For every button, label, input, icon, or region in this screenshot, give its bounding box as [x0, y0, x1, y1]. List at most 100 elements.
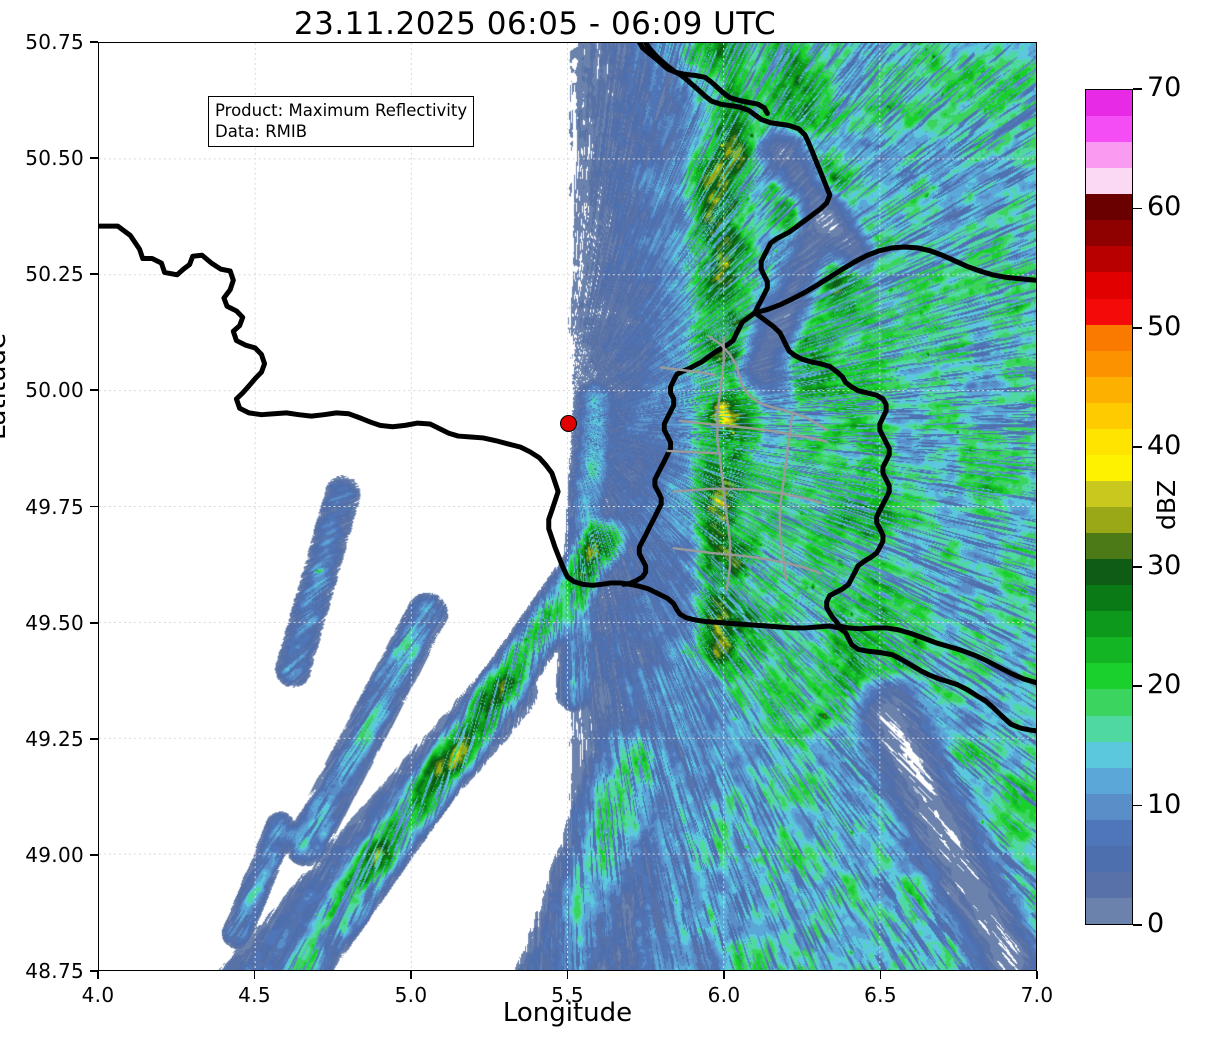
colorbar-tick — [1133, 565, 1142, 568]
colorbar-tick — [1133, 88, 1142, 90]
colorbar-band — [1086, 480, 1132, 507]
border-path — [666, 449, 722, 455]
colorbar-band — [1086, 507, 1132, 534]
colorbar[interactable] — [1085, 89, 1133, 925]
border-path — [778, 411, 794, 581]
x-axis-tick-label: 4.5 — [238, 983, 271, 1007]
colorbar-band — [1086, 637, 1132, 664]
y-axis-tick-label: 50.00 — [25, 378, 84, 403]
border-path — [637, 43, 770, 116]
y-axis-tick-label: 48.75 — [25, 959, 84, 983]
x-axis-tick-label: 5.0 — [394, 983, 428, 1007]
x-axis-tick-label: 5.5 — [551, 983, 584, 1007]
x-axis-tick — [723, 971, 725, 979]
border-path — [716, 336, 732, 592]
colorbar-band — [1086, 741, 1132, 768]
x-axis-tick-label: 6.0 — [707, 983, 741, 1007]
colorbar-tick-label: 50 — [1147, 310, 1182, 342]
colorbar-band — [1086, 116, 1132, 143]
y-axis-tick-label: 50.75 — [25, 30, 84, 54]
y-axis-tick — [90, 505, 98, 508]
colorbar-tick — [1133, 924, 1142, 926]
y-axis-tick — [90, 157, 98, 160]
border-path — [660, 366, 716, 377]
y-axis-tick-label: 49.00 — [25, 842, 84, 867]
colorbar-band — [1086, 350, 1132, 377]
colorbar-band — [1086, 533, 1132, 560]
border-path — [99, 223, 1036, 734]
colorbar-band — [1086, 897, 1132, 924]
y-axis-tick-label: 50.25 — [25, 262, 84, 287]
colorbar-band — [1086, 559, 1132, 586]
colorbar-band — [1086, 376, 1132, 403]
colorbar-band — [1086, 298, 1132, 325]
border-path — [672, 487, 822, 505]
x-axis-tick — [410, 971, 412, 979]
colorbar-band — [1086, 142, 1132, 169]
border-path — [643, 43, 833, 316]
y-axis-tick — [90, 389, 98, 392]
colorbar-band — [1086, 246, 1132, 273]
colorbar-tick-label: 60 — [1147, 191, 1182, 223]
colorbar-band — [1086, 793, 1132, 820]
colorbar-band — [1086, 845, 1132, 872]
x-axis-tick-label: 7.0 — [1020, 983, 1054, 1007]
border-path — [752, 310, 892, 629]
colorbar-tick-label: 40 — [1147, 430, 1182, 462]
map-plot-area[interactable]: Product: Maximum Reflectivity Data: RMIB — [98, 42, 1037, 971]
y-axis-tick — [90, 41, 98, 43]
colorbar-band — [1086, 168, 1132, 195]
x-axis-tick — [97, 971, 99, 979]
colorbar-band — [1086, 585, 1132, 612]
colorbar-band — [1086, 90, 1132, 117]
y-axis-tick — [90, 737, 98, 740]
x-axis-tick — [566, 971, 569, 979]
x-axis-tick — [879, 971, 882, 979]
radar-site-marker[interactable] — [560, 415, 577, 433]
x-axis-label: Longitude — [502, 998, 633, 1028]
country-borders-layer — [99, 43, 1036, 734]
colorbar-gradient — [1085, 89, 1133, 925]
colorbar-band — [1086, 819, 1132, 846]
y-axis-tick — [90, 273, 98, 276]
border-path — [621, 310, 758, 587]
y-axis-tick — [90, 621, 98, 624]
border-path — [706, 334, 828, 432]
x-axis-tick — [253, 971, 256, 979]
figure-title: 23.11.2025 06:05 - 06:09 UTC — [293, 6, 777, 42]
product-info-box: Product: Maximum Reflectivity Data: RMIB — [208, 96, 475, 148]
colorbar-label: dBZ — [1152, 479, 1181, 530]
colorbar-band — [1086, 272, 1132, 299]
y-axis-tick-label: 49.25 — [25, 726, 84, 751]
colorbar-tick-label: 10 — [1147, 788, 1182, 820]
x-axis-tick — [1036, 971, 1038, 979]
colorbar-band — [1086, 663, 1132, 690]
colorbar-tick — [1133, 446, 1142, 449]
colorbar-band — [1086, 871, 1132, 898]
colorbar-band — [1086, 689, 1132, 716]
y-axis-tick-label: 49.75 — [25, 494, 84, 519]
x-axis-tick-label: 4.0 — [81, 983, 115, 1007]
colorbar-band — [1086, 767, 1132, 794]
x-axis-tick-label: 6.5 — [864, 983, 897, 1007]
colorbar-tick-label: 0 — [1147, 908, 1165, 939]
colorbar-band — [1086, 324, 1132, 351]
y-axis-tick-label: 50.50 — [25, 146, 84, 171]
colorbar-band — [1086, 715, 1132, 742]
border-path — [672, 547, 822, 575]
colorbar-tick-label: 30 — [1147, 549, 1182, 581]
colorbar-band — [1086, 194, 1132, 221]
y-axis-tick-label: 49.50 — [25, 610, 84, 635]
gridlines-layer — [99, 43, 1036, 970]
border-path — [836, 623, 1036, 686]
colorbar-tick — [1133, 804, 1142, 807]
colorbar-tick — [1133, 326, 1142, 329]
colorbar-tick-label: 20 — [1147, 669, 1182, 701]
colorbar-band — [1086, 428, 1132, 455]
product-line: Product: Maximum Reflectivity — [215, 101, 468, 120]
y-axis-tick — [90, 853, 98, 856]
colorbar-tick — [1133, 207, 1142, 210]
colorbar-band — [1086, 611, 1132, 638]
border-path — [678, 419, 828, 443]
